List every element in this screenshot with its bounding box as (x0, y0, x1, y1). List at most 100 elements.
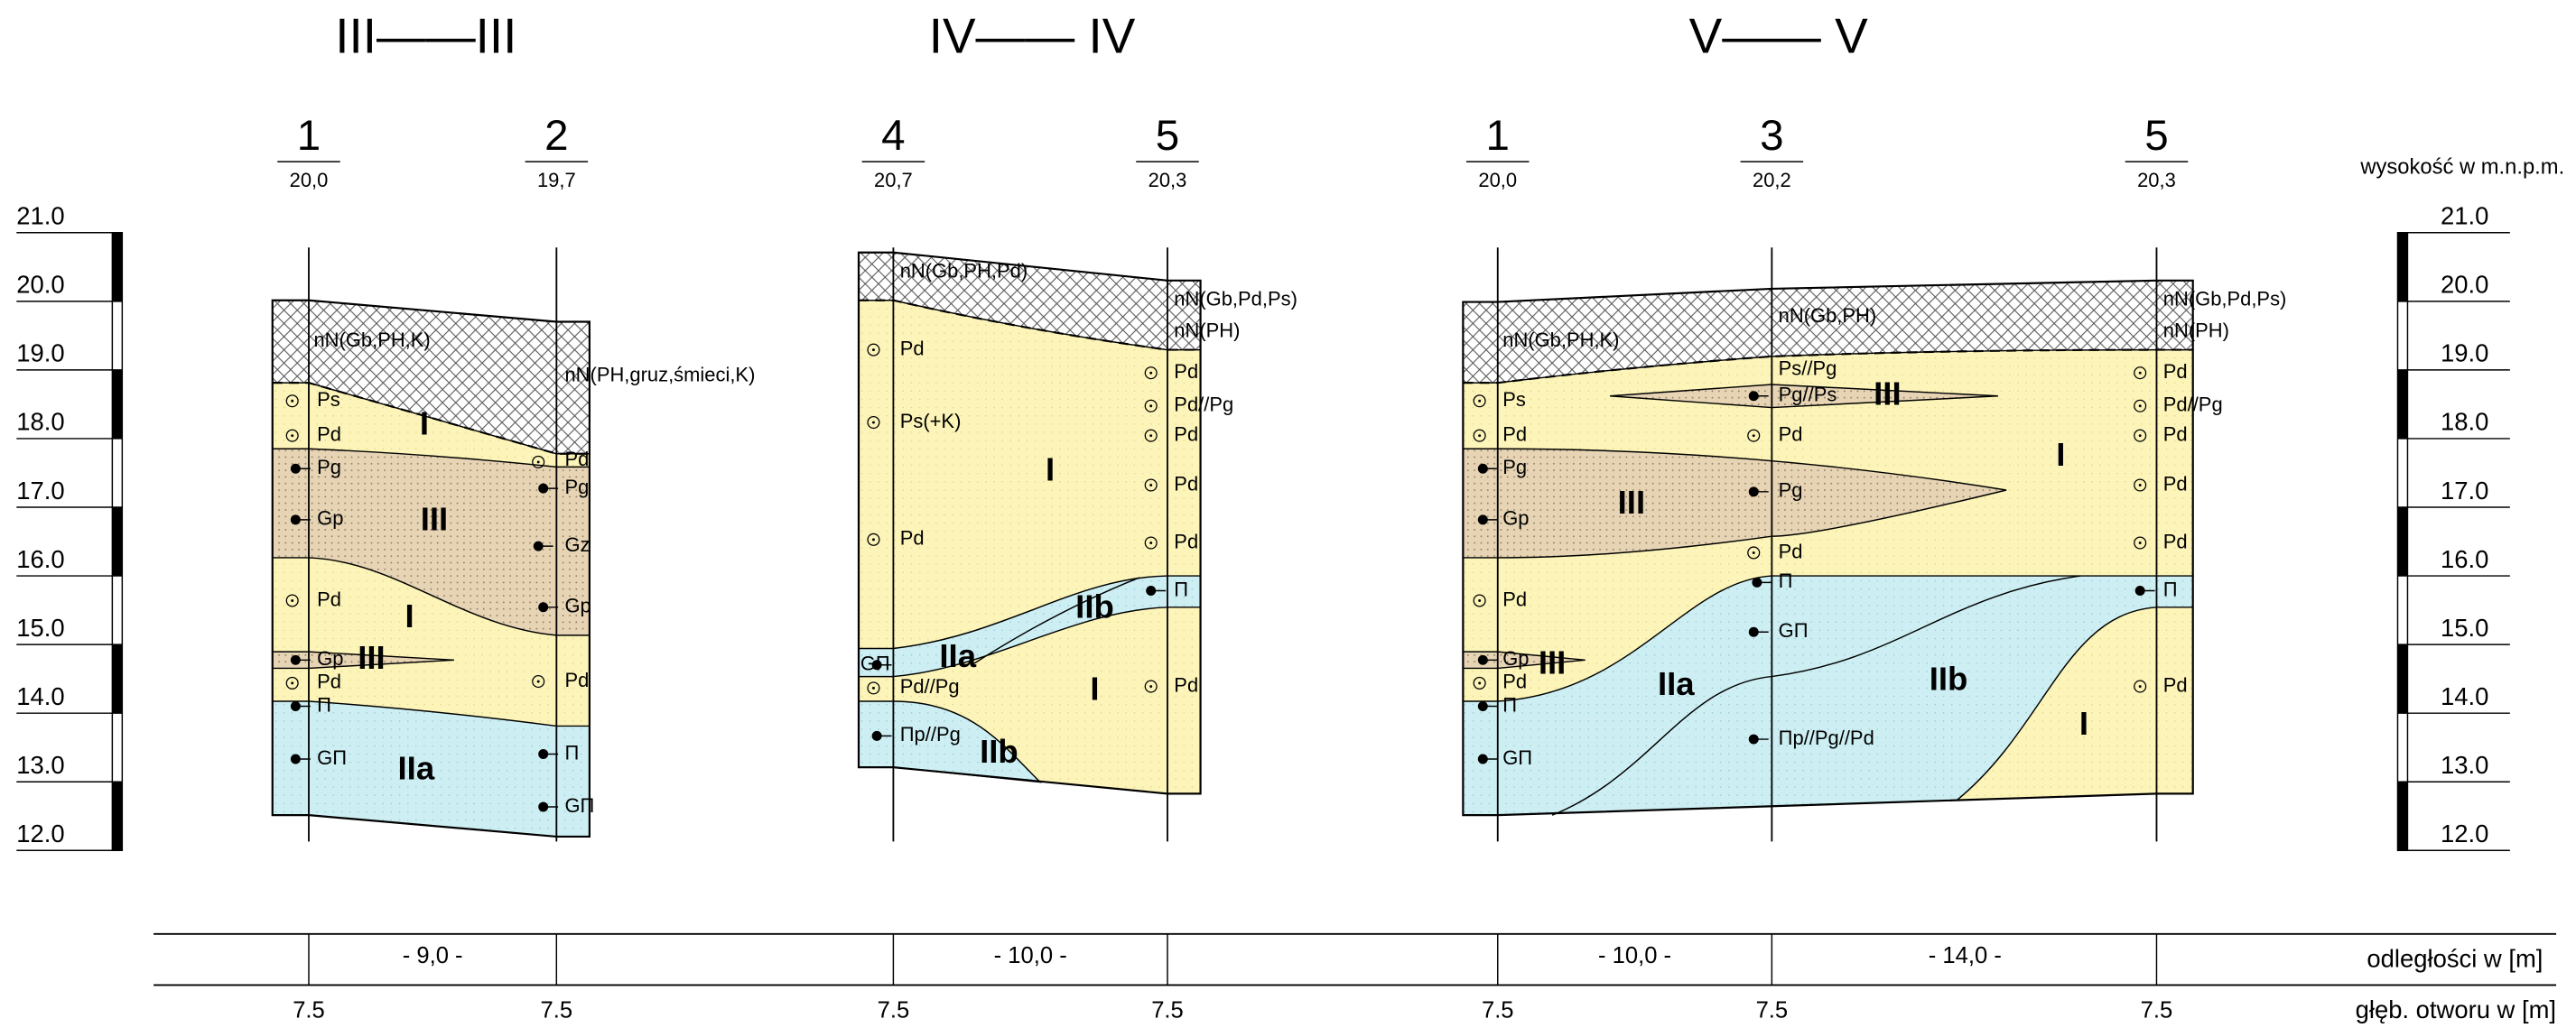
soil-label: Pd//Pg (900, 675, 960, 698)
soil-symbol-dot (291, 434, 293, 437)
scale-label: 19.0 (2441, 339, 2488, 367)
soil-label: Pd (1174, 422, 1198, 445)
soil-label: Pd (2163, 422, 2188, 445)
soil-label: nN(Gb,PH,Pd) (900, 259, 1028, 282)
unit-label: I (1046, 451, 1055, 488)
unit-label: I (405, 597, 414, 634)
soil-symbol-dot (2139, 372, 2142, 375)
soil-symbol-dot (537, 681, 540, 683)
soil-label: GΠ (564, 794, 594, 817)
unit-label: III (421, 500, 448, 537)
soil-label: Πp//Pg//Pd (1779, 727, 1874, 749)
scale-label: 15.0 (16, 614, 64, 642)
unit-label: III (1618, 484, 1645, 521)
soil-label: Pg (1779, 479, 1803, 502)
borehole-number: 4 (881, 112, 905, 160)
soil-label: Ps//Pg (1779, 357, 1837, 379)
soil-symbol-dot (872, 348, 875, 351)
soil-symbol-dot (872, 421, 875, 424)
soil-label: Π (1502, 693, 1517, 716)
soil-label: Pd (1174, 360, 1198, 383)
soil-symbol-dot (2139, 434, 2142, 437)
borehole-number: 1 (297, 112, 321, 160)
soil-symbol-dot (1149, 484, 1152, 486)
soil-label: Pd//Pg (1174, 394, 1233, 416)
scale-bar-black (2397, 370, 2407, 439)
scale-label: 16.0 (16, 545, 64, 573)
scale-label: 12.0 (16, 820, 64, 847)
borehole-depth: 7.5 (1482, 997, 1514, 1023)
unit-label: III (1539, 644, 1566, 681)
soil-label: Pd (317, 588, 341, 610)
footer-label: odległości w [m] (2367, 944, 2543, 972)
soil-label: Ps(+K) (900, 410, 962, 432)
soil-label: Π (564, 741, 579, 764)
section-title: V—— V (1689, 7, 1869, 63)
scale-label: 20.0 (2441, 271, 2488, 299)
scale-bar-black (2397, 233, 2407, 301)
soil-label: nN(Gb,PH) (1779, 304, 1877, 327)
soil-label: Π (2163, 578, 2178, 600)
distance-label: - 10,0 - (994, 943, 1067, 968)
soil-label: nN(PH) (1174, 319, 1240, 341)
soil-symbol-dot (1149, 372, 1152, 375)
soil-label: Gp (1502, 507, 1529, 530)
soil-symbol-dot (1753, 551, 1755, 554)
unit-label: I (420, 404, 429, 441)
soil-symbol-dot (291, 599, 293, 602)
soil-label: Πp//Pg (900, 723, 961, 746)
borehole-depth: 7.5 (1151, 997, 1184, 1023)
soil-label: Pd (317, 422, 341, 445)
scale-label: 17.0 (16, 477, 64, 505)
soil-label: Pg//Ps (1779, 384, 1837, 406)
soil-symbol-dot (1478, 599, 1481, 602)
soil-symbol-dot (872, 687, 875, 690)
soil-label: nN(Gb,Pd,Ps) (2163, 288, 2287, 310)
soil-symbol-dot (2139, 484, 2142, 486)
borehole-depth: 7.5 (1756, 997, 1789, 1023)
soil-label: nN(Gb,PH,K) (1502, 329, 1619, 351)
borehole-elevation: 19,7 (537, 169, 576, 191)
distance-label: - 9,0 - (403, 943, 463, 968)
soil-label: Gz (564, 533, 590, 556)
soil-label: Π (317, 693, 331, 716)
scale-label: 12.0 (2441, 820, 2488, 847)
scale-bar-black (2397, 644, 2407, 713)
borehole-elevation: 20,3 (2137, 169, 2176, 191)
distance-label: - 10,0 - (1598, 943, 1671, 968)
soil-label: Pd (2163, 673, 2188, 696)
scale-bar-black (112, 233, 122, 301)
scale-label: 21.0 (16, 202, 64, 230)
borehole-depth: 7.5 (541, 997, 573, 1023)
borehole-elevation: 20,2 (1753, 169, 1791, 191)
scale-bar-black (2397, 782, 2407, 850)
soil-label: nN(PH) (2163, 319, 2229, 341)
soil-label: GΠ (317, 746, 347, 769)
soil-label: Π (1779, 570, 1793, 592)
soil-label: Pd (900, 527, 925, 550)
soil-label: Pd (564, 669, 589, 691)
soil-label: Π (1174, 578, 1188, 600)
soil-label: nN(Gb,PH,K) (313, 329, 430, 351)
soil-label: Pg (317, 456, 341, 478)
soil-symbol-dot (1478, 400, 1481, 403)
borehole-elevation: 20,0 (1478, 169, 1517, 191)
soil-label: Pd (317, 671, 341, 693)
borehole-number: 5 (1156, 112, 1179, 160)
borehole-depth: 7.5 (878, 997, 910, 1023)
unit-label: III (358, 639, 385, 676)
scale-label: 13.0 (16, 751, 64, 779)
borehole-number: 2 (544, 112, 568, 160)
soil-symbol-dot (291, 400, 293, 403)
scale-bar-black (112, 644, 122, 713)
soil-label: Pd (2163, 360, 2188, 383)
cross-section-sheet: wysokość w m.n.p.m.21.020.019.018.017.01… (0, 0, 2576, 1028)
unit-label: IIb (1930, 661, 1968, 698)
scale-label: 14.0 (16, 682, 64, 710)
soil-label: Pd (1174, 530, 1198, 552)
soil-label: Pd (1779, 540, 1803, 562)
soil-label: Pd (2163, 472, 2188, 495)
soil-label: Pg (1502, 456, 1527, 478)
scale-bar-black (112, 782, 122, 850)
scale-bar-black (112, 507, 122, 576)
